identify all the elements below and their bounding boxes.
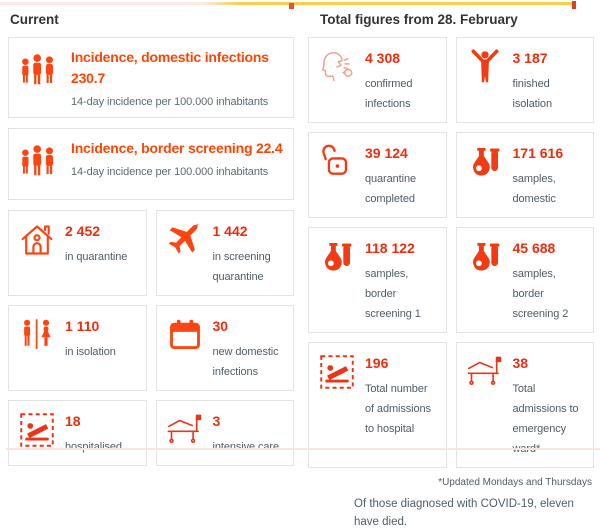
in-quarantine-card: 2 452 in quarantine bbox=[8, 210, 147, 297]
samples-border-2-card: 45 688 samples, border screening 2 bbox=[455, 227, 594, 334]
airplane-icon bbox=[167, 221, 203, 259]
totals-row-3: 118 122 samples, border screening 1 45 6… bbox=[308, 227, 594, 334]
finished-isolation-card: 3 187 finished isolation bbox=[455, 37, 594, 124]
person-arms-raised-icon bbox=[467, 48, 503, 86]
isolation-people-icon bbox=[19, 316, 55, 354]
coughing-person-icon bbox=[319, 48, 355, 86]
incidence-domestic-subtitle: 14-day incidence per 100.000 inhabitants bbox=[71, 96, 269, 108]
incidence-domestic-card: Incidence, domestic infections 230.7 14-… bbox=[8, 37, 294, 118]
stat-value: 39 124 bbox=[365, 145, 408, 162]
hospitalised-card: 18 hospitalised bbox=[8, 400, 147, 467]
stat-label: samples, border screening 1 bbox=[365, 268, 421, 321]
stat-label: in isolation bbox=[65, 346, 116, 359]
hospital-admissions-card: 196 Total number of admissions to hospit… bbox=[308, 342, 447, 469]
house-quarantine-icon bbox=[19, 221, 55, 259]
lab-samples-icon bbox=[467, 238, 503, 276]
stat-value: 18 bbox=[65, 413, 81, 430]
stat-value: 196 bbox=[365, 355, 389, 372]
stat-label: samples, border screening 2 bbox=[512, 268, 569, 321]
stat-label: Total number of admissions to hospital bbox=[365, 383, 431, 436]
stat-value: 1 110 bbox=[65, 318, 100, 335]
new-domestic-infections-card: 30 new domestic infections bbox=[155, 305, 294, 392]
intensive-care-bed-icon bbox=[167, 411, 203, 449]
stat-value: 38 bbox=[512, 355, 529, 372]
emergency-ward-admissions-card: 38 Total admissions to emergency ward* bbox=[455, 342, 594, 469]
stat-label: confirmed infections bbox=[365, 78, 413, 111]
top-divider-red-tick bbox=[572, 1, 576, 9]
stat-value: 3 187 bbox=[512, 50, 548, 66]
stat-value: 118 122 bbox=[365, 240, 415, 257]
top-divider-line bbox=[0, 2, 574, 5]
deaths-note: Of those diagnosed with COVID-19, eleven… bbox=[354, 498, 574, 528]
current-heading: Current bbox=[10, 12, 59, 27]
intensive-care-bed-icon bbox=[467, 353, 503, 391]
stat-value: 1 442 bbox=[212, 223, 248, 239]
totals-row-1: 4 308 confirmed infections 3 187 finishe… bbox=[308, 37, 594, 124]
samples-border-1-card: 118 122 samples, border screening 1 bbox=[308, 227, 447, 334]
people-group-icon bbox=[19, 49, 59, 89]
totals-section: Total figures from 28. February 4 308 co… bbox=[308, 8, 594, 532]
totals-heading: Total figures from 28. February bbox=[320, 12, 518, 27]
stat-label: quarantine completed bbox=[365, 173, 416, 206]
confirmed-infections-card: 4 308 confirmed infections bbox=[308, 37, 447, 124]
quarantine-completed-card: 39 124 quarantine completed bbox=[308, 132, 447, 219]
current-row-1: 2 452 in quarantine 1 442 in screening q… bbox=[8, 210, 294, 297]
stat-value: 4 308 bbox=[365, 50, 401, 66]
screening-quarantine-card: 1 442 in screening quarantine bbox=[155, 210, 294, 297]
stat-value: 2 452 bbox=[65, 223, 101, 239]
incidence-border-title: Incidence, border screening 22.4 bbox=[71, 140, 283, 156]
stat-label: samples, domestic bbox=[512, 173, 556, 206]
stat-label: in quarantine bbox=[65, 251, 128, 263]
in-isolation-card: 1 110 in isolation bbox=[8, 305, 147, 392]
stat-label: in screening quarantine bbox=[212, 251, 271, 284]
incidence-border-subtitle: 14-day incidence per 100.000 inhabitants bbox=[71, 166, 269, 178]
top-divider-red-tick-left bbox=[289, 3, 294, 9]
open-padlock-icon bbox=[319, 143, 355, 181]
hospital-bed-dashed-icon bbox=[319, 353, 355, 391]
incidence-domestic-title: Incidence, domestic infections 230.7 bbox=[71, 49, 269, 86]
calendar-icon bbox=[167, 316, 203, 354]
stat-label: finished isolation bbox=[512, 78, 553, 111]
lab-samples-icon bbox=[467, 143, 503, 181]
incidence-border-card: Incidence, border screening 22.4 14-day … bbox=[8, 128, 294, 200]
stat-value: 30 bbox=[212, 318, 229, 335]
people-group-icon bbox=[19, 140, 59, 180]
intensive-care-card: 3 intensive care bbox=[155, 400, 294, 467]
stat-value: 3 bbox=[212, 413, 221, 430]
stat-value: 45 688 bbox=[512, 240, 556, 257]
hospital-bed-dashed-icon bbox=[19, 411, 55, 449]
bottom-divider-line bbox=[6, 448, 600, 450]
current-row-2: 1 110 in isolation 30 new domestic infec… bbox=[8, 305, 294, 392]
current-row-3: 18 hospitalised 3 intensive care bbox=[8, 400, 294, 467]
lab-samples-icon bbox=[319, 238, 355, 276]
totals-row-4: 196 Total number of admissions to hospit… bbox=[308, 342, 594, 469]
updated-footnote: *Updated Mondays and Thursdays bbox=[438, 477, 592, 489]
stat-value: 171 616 bbox=[512, 145, 564, 162]
stat-label: new domestic infections bbox=[212, 346, 279, 379]
samples-domestic-card: 171 616 samples, domestic bbox=[455, 132, 594, 219]
current-section: Current Incidence, domestic infections 2… bbox=[8, 8, 294, 532]
totals-row-2: 39 124 quarantine completed 171 616 samp… bbox=[308, 132, 594, 219]
